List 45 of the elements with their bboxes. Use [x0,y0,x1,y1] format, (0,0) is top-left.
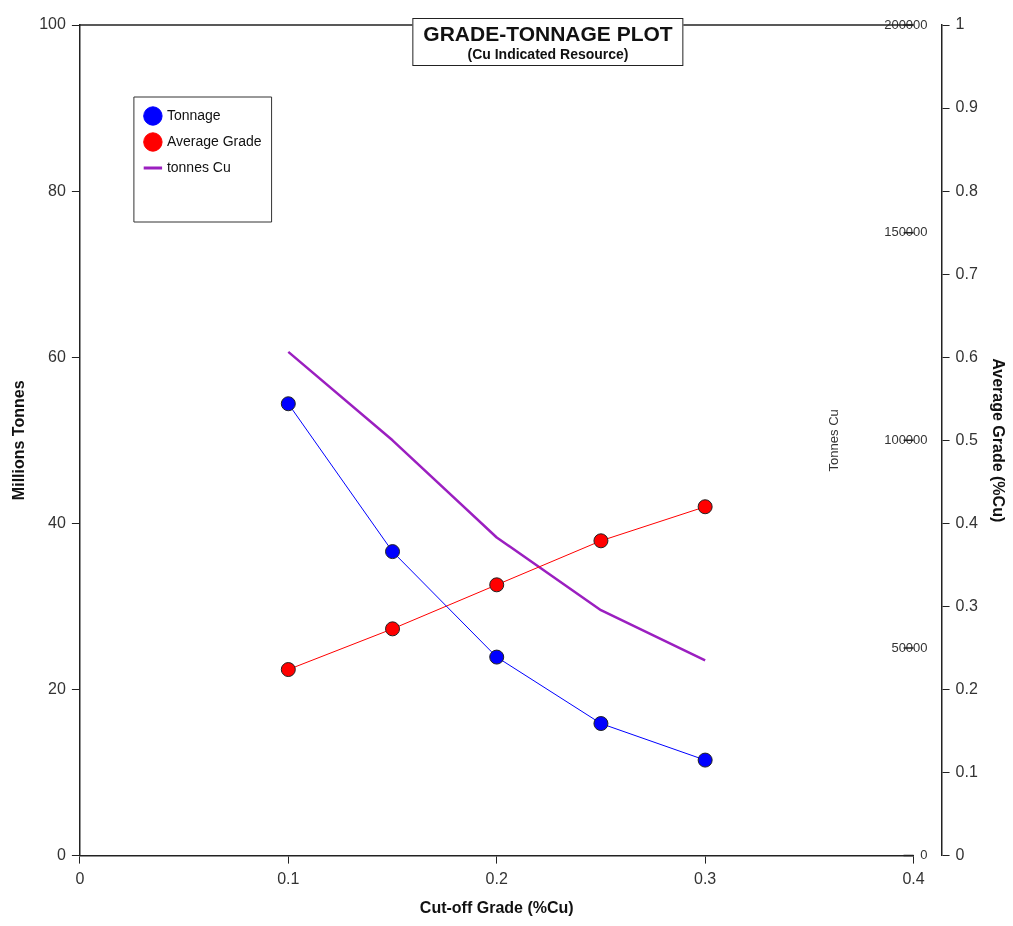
point [593,716,609,732]
x-tick-label: 0.2 [485,869,508,887]
x-tick-label: 0 [75,869,85,887]
y3-tick-label: 150000 [884,224,928,240]
point [697,499,713,515]
point [385,544,401,560]
x-tick-label: 0.4 [902,869,925,887]
y-axis-title: Millions Tonnes [10,380,28,501]
x-axis-title: Cut-off Grade (%Cu) [419,898,574,916]
y2-tick-label: 1 [955,15,965,33]
legend-label: tonnes Cu [166,158,231,175]
y2-tick-label: 0 [955,846,965,864]
y2-tick-label: 0.5 [955,430,978,448]
y-tick-label: 0 [56,846,66,864]
y2-tick-label: 0.1 [955,762,978,780]
point [489,649,505,665]
point [697,752,713,768]
point [593,533,609,549]
point [280,396,296,412]
point [489,577,505,593]
y2-tick-label: 0.9 [955,98,978,116]
point [385,621,401,637]
y-tick-label: 20 [48,679,66,697]
y2-tick-label: 0.3 [955,596,978,614]
y2-tick-label: 0.4 [955,513,978,531]
x-tick-label: 0.1 [277,869,300,887]
y-tick-label: 40 [48,513,66,531]
point [280,662,296,678]
y3-tick-label: 100000 [884,431,928,447]
y-tick-label: 100 [39,15,66,33]
y2-tick-label: 0.7 [955,264,978,282]
y3-tick-label: 50000 [891,639,928,655]
y3-axis-title: Tonnes Cu [825,409,841,472]
y2-axis-title: Average Grade (%Cu) [989,358,1007,523]
chart-title: GRADE-TONNAGE PLOT [423,22,673,46]
y2-tick-label: 0.6 [955,347,978,365]
y2-tick-label: 0.8 [955,181,978,199]
y-tick-label: 80 [48,181,66,199]
text: (Cu Indicated Resource) [466,46,630,62]
y3-tick-label: 0 [920,847,928,863]
legend-label: Tonnage [166,106,221,123]
y-tick-label: 60 [48,347,66,365]
legend-label: Average Grade [166,132,262,149]
y2-tick-label: 0.2 [955,679,978,697]
x-tick-label: 0.3 [694,869,717,887]
